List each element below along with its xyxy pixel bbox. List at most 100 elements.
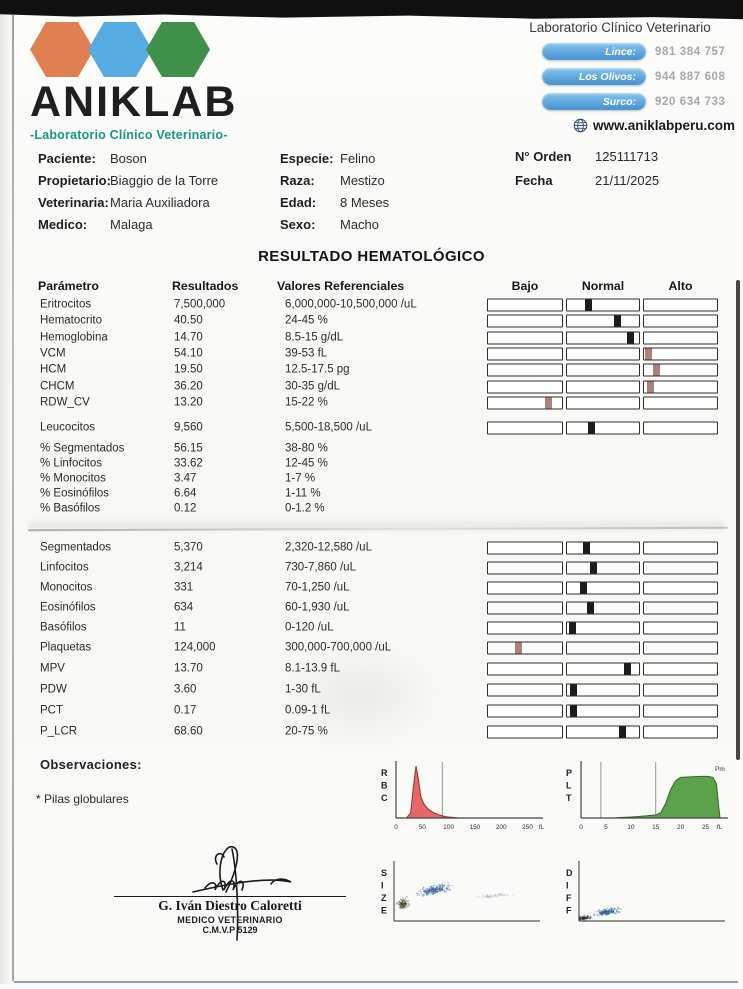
info-field: Sexo: Macho [280,218,389,232]
row-result: 36.20 [174,379,203,392]
row-parameter: % Monocitos [40,472,106,485]
svg-text:Z: Z [381,893,387,903]
range-box-normal [566,331,640,345]
row-result: 0.17 [174,703,197,716]
range-box-alto [643,347,718,361]
field-value: 125111713 [595,149,659,164]
range-box-normal [566,298,640,312]
range-box-normal [566,314,640,328]
svg-text:P: P [566,768,572,778]
field-value: Macho [340,217,380,232]
level-marker [570,705,578,716]
range-box-normal [566,704,640,717]
rbc-histogram-svg: RBC 0 50 100 150 200 250 fL [381,761,545,831]
range-box-normal [566,421,640,434]
range-box-bajo [487,396,563,410]
row-parameter: Linfocitos [40,561,89,574]
range-box-bajo [487,581,563,595]
range-box-normal [566,396,640,410]
hexagon-orange-icon [30,22,94,77]
field-label: Especie: [280,151,334,166]
row-reference-range: 730-7,860 /uL [285,561,356,574]
table-row: HCM 19.50 12.5-17.5 pg [0,362,743,378]
table-row: % Linfocitos 33.62 12-45 % [0,456,743,471]
svg-text:fL: fL [717,824,723,831]
svg-text:Pm: Pm [715,766,725,773]
row-reference-range: 0-120 /uL [285,621,334,634]
range-box-bajo [487,601,563,615]
rbc-histogram-chart: R B C 0 50 100 150 200 250 fL [374,756,546,838]
range-box-alto [643,581,718,595]
row-reference-range: 6,000,000-10,500,000 /uL [285,298,417,311]
range-box-normal [566,662,640,675]
hexagon-blue-icon [88,22,152,77]
range-box-alto [643,725,718,738]
field-label: Raza: [280,173,315,188]
svg-text:S: S [381,868,387,878]
table-row: PDW 3.60 1-30 fL [0,679,743,700]
row-parameter: Segmentados [40,541,111,554]
field-value: 8 Meses [340,195,390,210]
signature-scribble [192,846,292,941]
range-bars [487,621,718,635]
website-url: www.aniklabperu.com [592,118,735,133]
row-parameter: P_LCR [40,724,78,737]
level-marker [587,422,595,433]
range-bars [487,561,718,575]
svg-text:fL: fL [539,824,545,831]
row-parameter: % Segmentados [40,441,125,454]
row-result: 634 [174,601,194,614]
range-box-alto [643,662,718,675]
range-box-alto [643,601,718,615]
level-marker [646,381,654,393]
range-box-bajo [487,298,563,312]
level-marker [623,663,631,674]
row-reference-range: 1-7 % [285,472,316,485]
veterinarian-name: G. Iván Diestro Caloretti [158,898,302,913]
scan-left-shade [0,14,12,984]
field-value: Mestizo [340,173,385,188]
table-row: Eosinófilos 634 60-1,930 /uL [0,598,743,618]
range-box-alto [643,363,718,377]
patient-info-left: Paciente: Boson Propietario: Biaggio de la … [38,152,218,240]
level-marker [589,562,597,574]
field-value: Felino [340,151,376,166]
col-header-parametro: Parámetro [38,279,99,293]
section-red-series: Eritrocitos 7,500,000 6,000,000-10,500,000… [0,297,743,411]
range-box-bajo [487,725,563,738]
field-label: Paciente: [38,151,96,166]
range-bars [487,331,718,345]
contact-row: Los Olivos: 944 887 608 [505,68,735,85]
field-label: N° Orden [515,149,572,164]
section-leucocitos: Leucocitos 9,560 5,500-18,500 /uL [0,419,743,436]
row-parameter: Eosinófilos [40,601,96,614]
svg-text:50: 50 [419,824,427,831]
row-reference-range: 8.1-13.9 fL [285,661,340,674]
scan-bottom-edge-line [14,981,738,983]
table-row: CHCM 36.20 30-35 g/dL [0,378,743,394]
range-bars [487,396,718,410]
contact-row: Surco: 920 634 733 [505,93,735,110]
range-bars [487,725,718,738]
website-row: www.aniklabperu.com [505,118,735,133]
location-pill: Surco: [542,93,646,110]
table-row: % Eosinófilos 6.64 1-11 % [0,487,743,502]
row-reference-range: 60-1,930 /uL [285,601,350,614]
range-bars [487,298,718,312]
row-parameter: Leucocitos [40,420,95,433]
range-box-normal [566,683,640,696]
range-bars [487,581,718,595]
row-parameter: HCM [40,363,67,376]
level-marker [653,364,661,376]
table-row: % Basófilos 0.12 0-1.2 % [0,502,743,517]
table-row: Linfocitos 3,214 730-7,860 /uL [0,558,743,578]
svg-text:250: 250 [522,824,533,831]
level-marker [645,348,653,360]
row-result: 13.20 [174,396,203,409]
field-label: Medico: [38,217,88,232]
order-info: N° Orden 125111713 Fecha 21/11/2025 [515,150,659,197]
svg-text:200: 200 [496,824,507,831]
row-result: 3.47 [174,472,197,485]
